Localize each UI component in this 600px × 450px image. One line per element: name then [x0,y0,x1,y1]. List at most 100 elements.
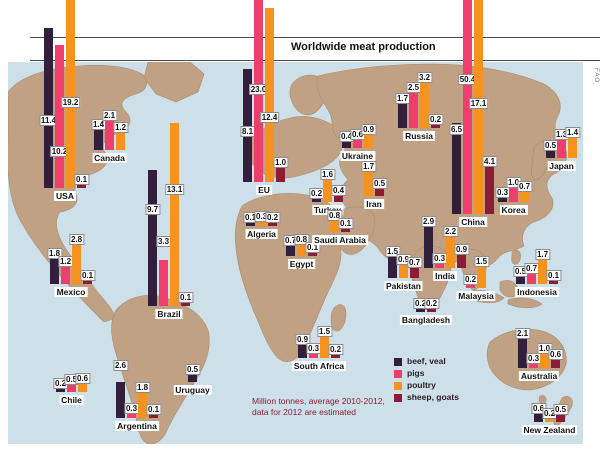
malaysia-poultry-bar [477,267,486,288]
argentina-sheep-bar [149,415,158,418]
usa-poultry-value: 19.2 [60,97,81,108]
country-label-saudi-arabia: Saudi Arabia [312,235,368,245]
india-beef-bar [424,227,433,268]
korea-poultry-value: 0.7 [516,181,533,193]
country-label-india: India [433,271,457,281]
usa-sheep-value: 0.1 [73,174,90,185]
iran-poultry-bar [364,172,373,196]
india-pigs-value: 0.3 [431,252,448,264]
legend-swatch-poultry [394,381,402,390]
chart-title: Worldwide meat production [291,41,436,53]
chile-pigs-bar [67,385,76,392]
country-label-eu: EU [256,185,272,195]
usa-pigs-bar [55,45,64,188]
country-label-egypt: Egypt [287,259,316,269]
eu-sheep-value: 1.0 [272,157,289,168]
iran-sheep-bar [375,189,384,196]
russia-beef-value: 1.7 [394,93,411,105]
turkey-sheep-value: 0.4 [330,185,347,197]
argentina-poultry-value: 1.8 [134,381,151,393]
mexico-poultry-bar [72,244,81,284]
legend-item-pigs: pigs [394,369,459,378]
new-zealand-sheep-value: 0.5 [552,404,569,415]
country-label-uruguay: Uruguay [173,385,212,395]
legend-label-beef: beef, veal [407,356,446,366]
russia-pigs-value: 2.5 [405,82,422,93]
china-sheep-bar [485,156,494,214]
indonesia-sheep-value: 0.1 [545,270,562,281]
legend-swatch-pigs [394,369,402,378]
egypt-sheep-bar [308,253,317,256]
australia-sheep-value: 0.6 [547,348,564,360]
malaysia-pigs-value: 0.2 [462,274,479,285]
ukraine-poultry-value: 0.9 [360,124,377,136]
india-beef-value: 2.9 [420,216,437,228]
country-label-ukraine: Ukraine [339,151,376,161]
uruguay-beef-bar [188,375,197,382]
indonesia-pigs-bar [527,274,536,284]
japan-pigs-bar [557,139,566,158]
mexico-pigs-value: 1.2 [57,256,74,268]
india-poultry-bar [446,237,455,268]
bangladesh-beef-bar [416,309,425,312]
country-label-chile: Chile [59,395,84,405]
mexico-pigs-bar [61,267,70,284]
russia-poultry-bar [420,83,429,128]
south-africa-poultry-value: 1.5 [316,326,333,337]
argentina-pigs-value: 0.3 [123,402,140,414]
brazil-pigs-bar [159,259,168,306]
country-label-russia: Russia [403,131,435,141]
eu-poultry-value: 12.4 [259,112,280,123]
country-label-new-zealand: New Zealand [521,425,578,435]
mexico-beef-value: 1.8 [46,247,63,259]
china-pigs-bar [463,0,472,214]
canada-pigs-bar [105,120,114,150]
algeria-poultry-bar [257,221,266,226]
pakistan-sheep-bar [410,268,419,278]
malaysia-poultry-value: 1.5 [473,256,490,267]
india-sheep-value: 0.9 [453,244,470,256]
china-beef-bar [452,123,461,214]
japan-beef-bar [546,151,555,158]
iran-sheep-value: 0.5 [371,178,388,189]
country-label-iran: Iran [364,199,384,209]
japan-beef-value: 0.5 [542,140,559,151]
landmass-madagascar [330,304,347,332]
brazil-poultry-value: 13.1 [164,184,185,195]
usa-poultry-bar [66,0,75,188]
mexico-poultry-value: 2.8 [68,233,85,245]
top-rule-lower [30,60,600,61]
canada-beef-value: 1.4 [90,119,107,131]
australia-poultry-value: 1.0 [536,343,553,354]
country-label-mexico: Mexico [54,287,88,297]
country-label-algeria: Algeria [245,229,278,239]
mexico-beef-bar [50,258,59,284]
eu-poultry-bar [265,8,274,182]
canada-pigs-value: 2.1 [101,109,118,121]
indonesia-poultry-bar [538,260,547,284]
country-label-japan: Japan [547,161,576,171]
indonesia-sheep-bar [549,281,558,284]
bangladesh-sheep-value: 0.2 [423,298,440,309]
russia-sheep-bar [431,125,440,128]
turkey-poultry-value: 1.6 [319,168,336,180]
algeria-sheep-bar [268,223,277,226]
china-sheep-value: 4.1 [481,156,498,167]
country-label-usa: USA [54,191,76,201]
new-zealand-poultry-bar [545,419,554,422]
top-rule-upper [30,37,600,38]
turkey-poultry-bar [323,179,332,202]
brazil-beef-value: 9.7 [144,204,161,215]
country-label-south-africa: South Africa [291,361,347,371]
mexico-sheep-value: 0.1 [79,270,96,281]
malaysia-pigs-bar [466,285,475,288]
country-label-argentina: Argentina [115,421,159,431]
usa-sheep-bar [77,185,86,188]
new-zealand-sheep-bar [556,415,565,422]
australia-sheep-bar [551,359,560,368]
pakistan-poultry-bar [399,265,408,278]
iran-poultry-value: 1.7 [360,161,377,173]
canada-poultry-value: 1.2 [112,122,129,134]
argentina-beef-value: 2.6 [112,360,129,371]
